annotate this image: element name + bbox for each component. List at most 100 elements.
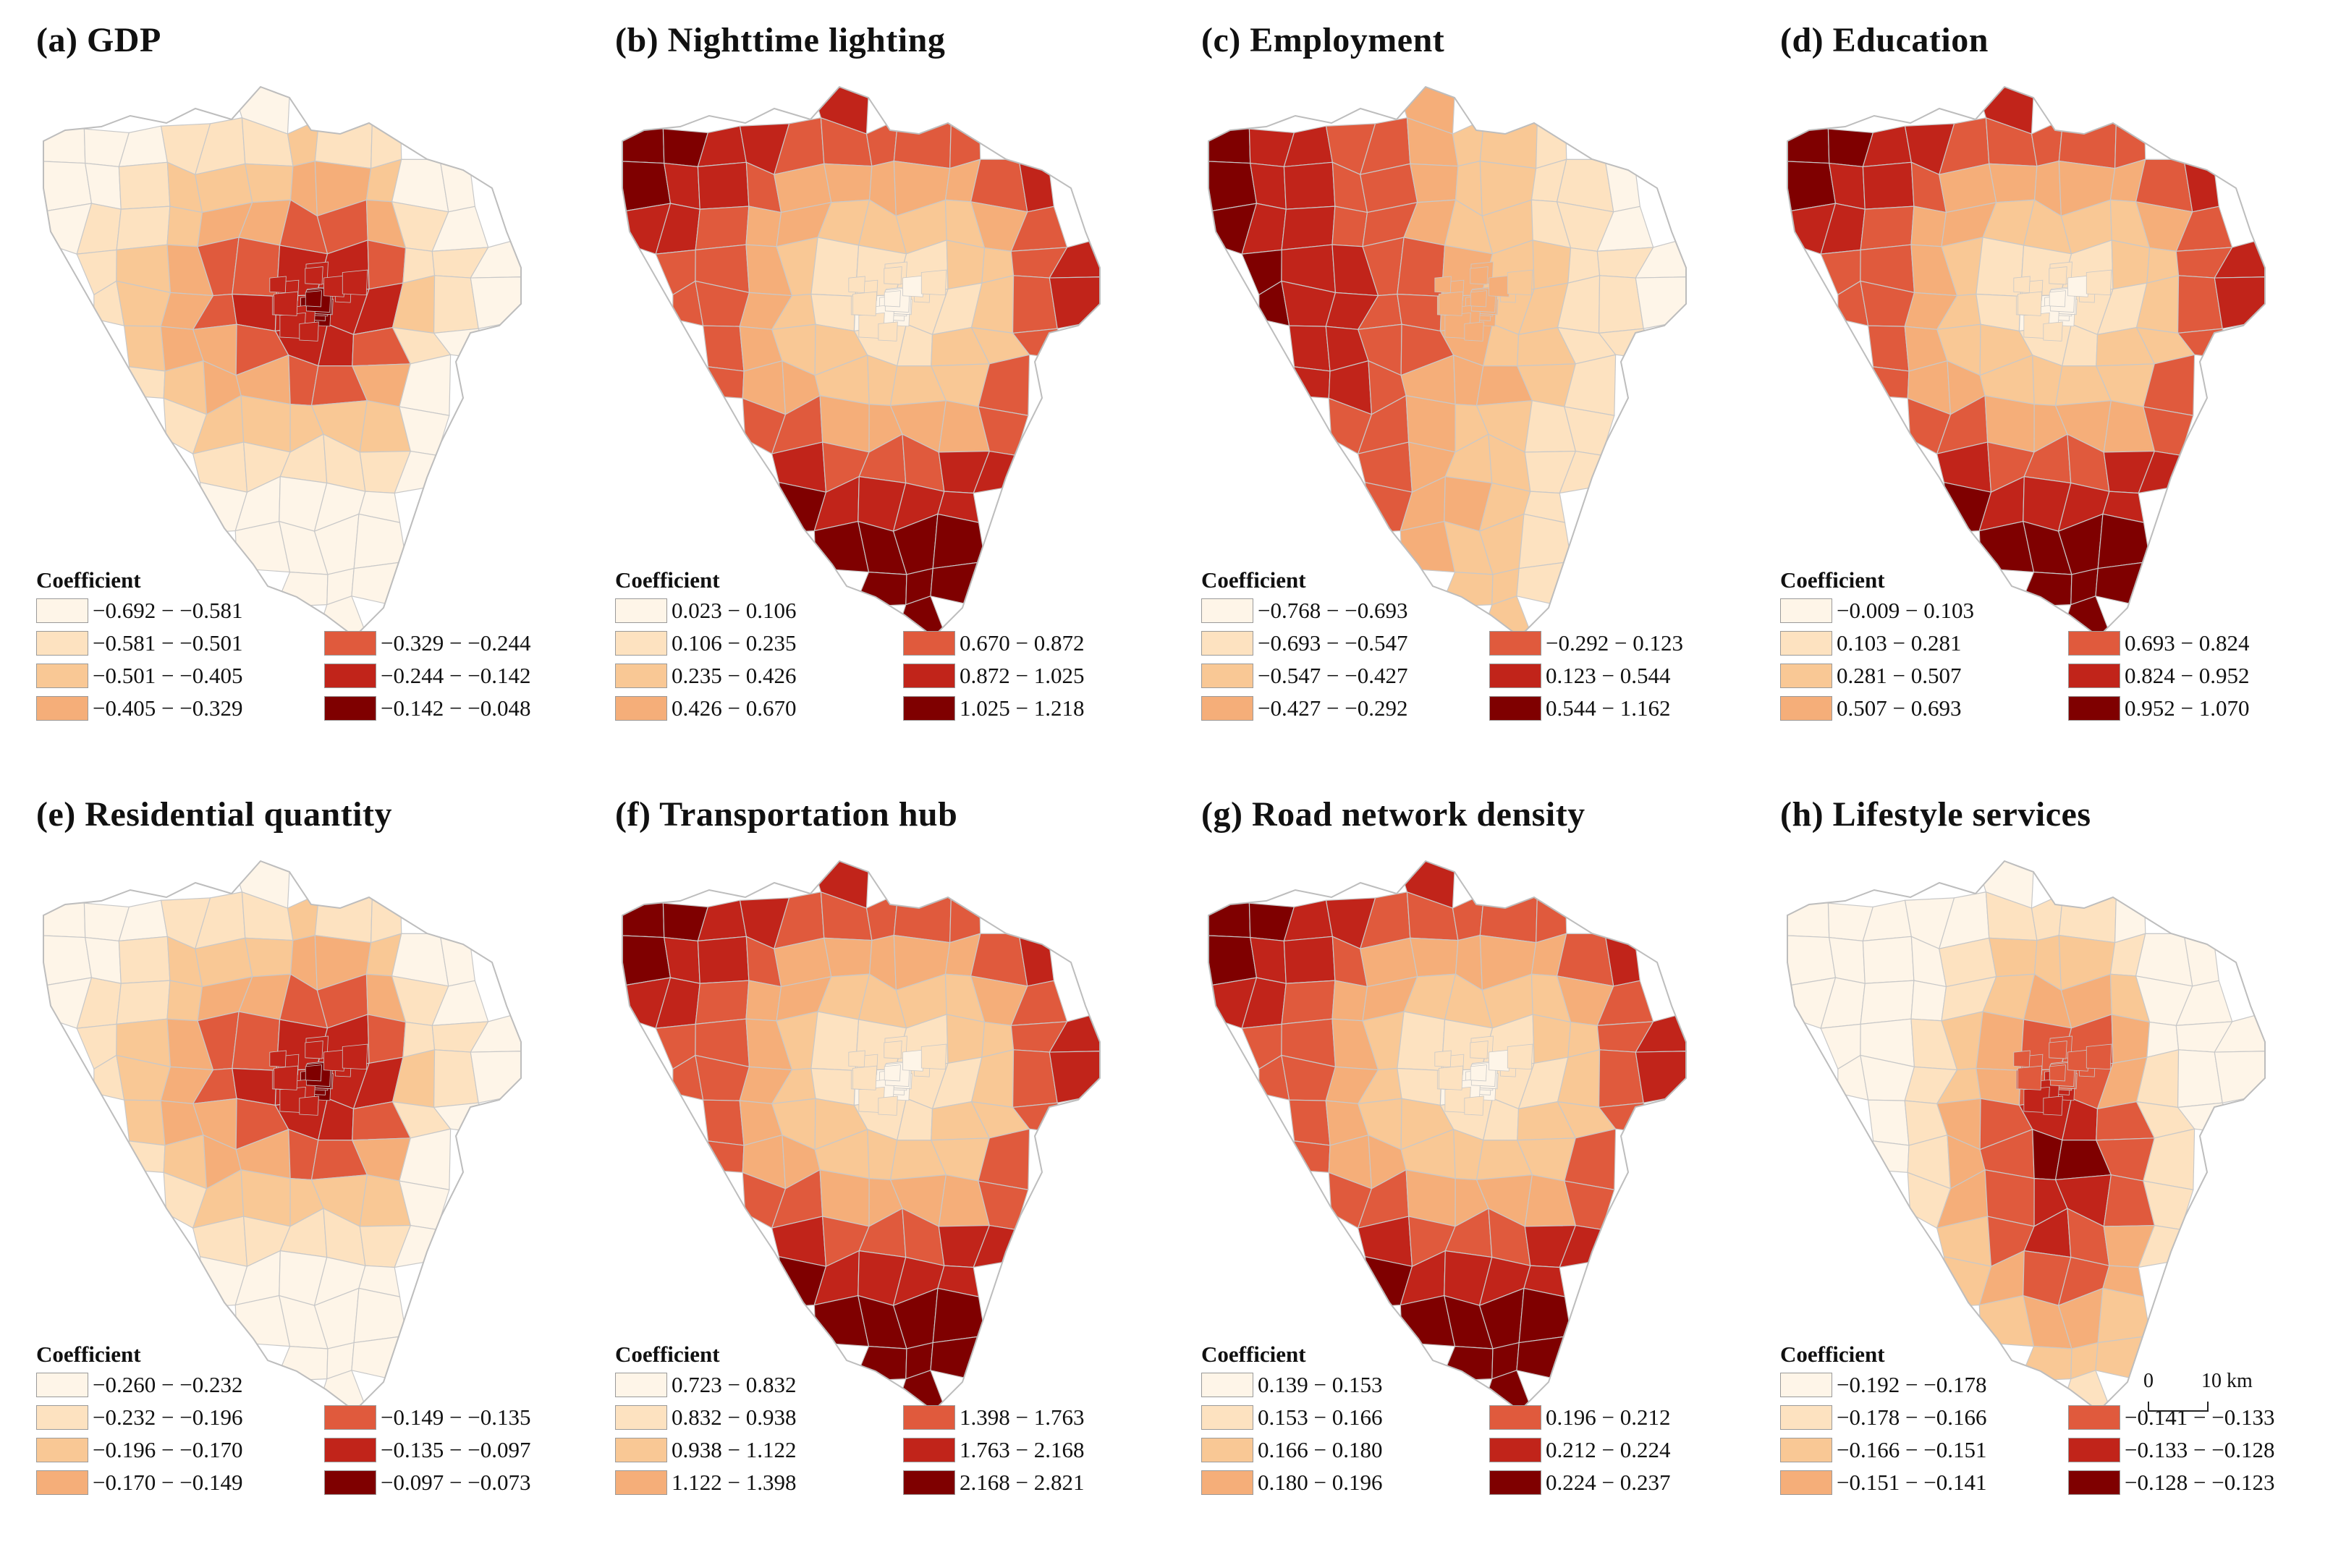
panel-title: (b) Nighttime lighting [615, 21, 946, 59]
legend-swatch [1201, 1405, 1253, 1430]
legend-item: 0.832 − 0.938 [615, 1403, 796, 1432]
legend-range-label: 1.398 − 1.763 [960, 1404, 1085, 1430]
district-polygon [1479, 892, 1538, 944]
legend-range-label: −0.244 − −0.142 [381, 663, 531, 688]
legend-range-label: 0.166 − 0.180 [1258, 1437, 1383, 1462]
district-polygon [2013, 1050, 2031, 1067]
district-polygon [1862, 161, 1915, 210]
map-panel-b: (b) Nighttime lighting Coefficient 0.023 −… [601, 14, 1172, 781]
district-polygon [902, 1049, 925, 1072]
legend-range-label: 0.196 − 0.212 [1546, 1404, 1671, 1430]
legend-range-label: −0.009 − 0.103 [1837, 598, 1974, 623]
district-polygon [1507, 1043, 1533, 1070]
legend-swatch [1780, 631, 1832, 656]
legend-range-label: 1.025 − 1.218 [960, 695, 1085, 721]
legend-range-label: 0.824 − 0.952 [2125, 663, 2250, 688]
district-polygon [1049, 1051, 1100, 1103]
legend-swatch [2068, 696, 2120, 721]
district-polygon [1479, 118, 1538, 169]
legend-item: 0.196 − 0.212 [1489, 1403, 1670, 1432]
district-polygon [305, 266, 323, 285]
legend-item: 0.123 − 0.544 [1489, 661, 1670, 690]
legend-range-label: −0.547 − −0.427 [1258, 663, 1408, 688]
legend-swatch [903, 1405, 955, 1430]
legend-swatch [1201, 631, 1253, 656]
legend-range-label: −0.178 − −0.166 [1837, 1404, 1987, 1430]
legend-swatch [36, 598, 88, 623]
panel-title: (h) Lifestyle services [1780, 795, 2091, 834]
district-polygon [119, 366, 166, 399]
panel-title: (d) Education [1780, 21, 1989, 59]
legend-range-label: 0.938 − 1.122 [672, 1437, 797, 1462]
district-polygon [852, 1065, 878, 1090]
district-polygon [2058, 892, 2117, 944]
legend-swatch [1780, 1405, 1832, 1430]
legend-range-label: 0.023 − 0.106 [672, 598, 797, 623]
legend-range-label: −0.692 − −0.581 [93, 598, 243, 623]
legend-range-label: −0.149 − −0.135 [381, 1404, 531, 1430]
legend-range-label: 1.763 − 2.168 [960, 1437, 1085, 1462]
district-polygon [1863, 366, 1910, 399]
district-polygon [245, 163, 294, 203]
legend-range-label: 0.544 − 1.162 [1546, 695, 1671, 721]
district-polygon [2067, 275, 2090, 297]
legend-swatch [1780, 1470, 1832, 1495]
legend-item: −0.547 − −0.427 [1201, 661, 1407, 690]
legend-range-label: −0.128 − −0.123 [2125, 1470, 2275, 1495]
district-polygon [1331, 980, 1368, 1022]
legend: Coefficient 0.139 − 0.153 0.153 − 0.166 0.1… [1201, 1342, 1758, 1556]
legend: Coefficient −0.192 − −0.178 −0.178 − −0.16… [1780, 1342, 2333, 1556]
legend-item: 1.398 − 1.763 [903, 1403, 1084, 1432]
district-polygon [1288, 325, 1331, 372]
legend-title: Coefficient [1780, 567, 1885, 593]
district-polygon [884, 266, 902, 285]
legend-range-label: −0.501 − −0.405 [93, 663, 243, 688]
district-polygon [470, 276, 521, 329]
legend-item: 0.824 − 0.952 [2068, 661, 2249, 690]
district-polygon [43, 161, 93, 212]
study-area-boundary [1208, 860, 1687, 1412]
legend-swatch [615, 598, 667, 623]
district-polygon [2097, 1287, 2151, 1344]
district-polygon [2111, 240, 2151, 290]
legend-range-label: 0.693 − 0.824 [2125, 630, 2250, 656]
legend-swatch [615, 664, 667, 688]
district-polygon [698, 366, 745, 399]
district-polygon [1281, 205, 1336, 251]
map-panel-c: (c) Employment Coefficient −0.768 − −0.693… [1187, 14, 1758, 781]
district-polygon [1470, 1041, 1489, 1059]
district-polygon [865, 119, 899, 167]
legend-item: −0.427 − −0.292 [1201, 694, 1407, 723]
legend-range-label: −0.196 − −0.170 [93, 1437, 243, 1462]
legend-range-label: −0.135 − −0.097 [381, 1437, 531, 1462]
district-polygon [314, 892, 373, 944]
district-polygon [353, 513, 407, 569]
legend-item: −0.141 − −0.133 [2068, 1403, 2274, 1432]
district-polygon [878, 321, 898, 342]
legend-item: −0.581 − −0.501 [36, 629, 242, 658]
choropleth-map [622, 860, 1101, 1412]
district-polygon [1283, 161, 1336, 210]
legend-swatch [1201, 1438, 1253, 1462]
legend-item: 0.139 − 0.153 [1201, 1370, 1382, 1399]
legend-range-label: −0.170 − −0.149 [93, 1470, 243, 1495]
district-polygon [118, 161, 171, 210]
legend-swatch [324, 696, 376, 721]
legend-item: −0.149 − −0.135 [324, 1403, 530, 1432]
district-polygon [1489, 1049, 1511, 1072]
legend-range-label: 0.281 − 0.507 [1837, 663, 1962, 688]
scale-bar-line [2148, 1402, 2209, 1412]
district-polygon [323, 1049, 346, 1072]
legend-item: 0.212 − 0.224 [1489, 1436, 1670, 1465]
district-polygon [1438, 291, 1464, 316]
district-polygon [1288, 1099, 1331, 1146]
district-polygon [116, 980, 171, 1025]
legend-title: Coefficient [1201, 567, 1306, 593]
panel-title: (c) Employment [1201, 21, 1445, 59]
district-polygon [1331, 205, 1368, 247]
panel-title: (e) Residential quantity [36, 795, 392, 834]
district-polygon [2017, 291, 2043, 316]
legend-swatch [1780, 1438, 1832, 1462]
legend-range-label: 0.426 − 0.670 [672, 695, 797, 721]
legend-title: Coefficient [1201, 1342, 1306, 1367]
